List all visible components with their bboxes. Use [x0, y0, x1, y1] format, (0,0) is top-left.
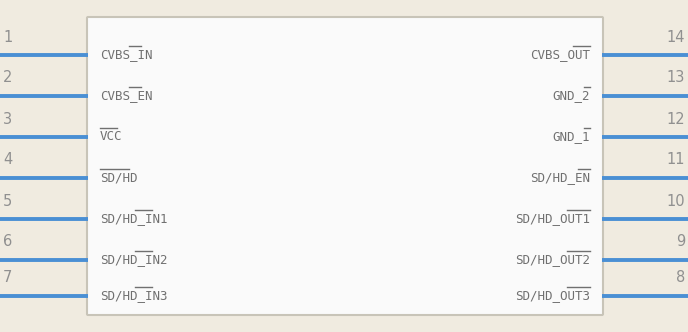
FancyBboxPatch shape — [87, 17, 603, 315]
Text: 13: 13 — [667, 70, 685, 86]
Text: 3: 3 — [3, 112, 12, 126]
Text: CVBS_OUT: CVBS_OUT — [530, 48, 590, 61]
Text: SD/HD_OUT2: SD/HD_OUT2 — [515, 254, 590, 267]
Text: 6: 6 — [3, 234, 12, 250]
Text: SD/HD_OUT1: SD/HD_OUT1 — [515, 212, 590, 225]
Text: SD/HD_IN2: SD/HD_IN2 — [100, 254, 167, 267]
Text: CVBS_EN: CVBS_EN — [100, 90, 153, 103]
Text: GND_1: GND_1 — [552, 130, 590, 143]
Text: 14: 14 — [667, 30, 685, 44]
Text: SD/HD_EN: SD/HD_EN — [530, 172, 590, 185]
Text: 8: 8 — [676, 271, 685, 286]
Text: GND_2: GND_2 — [552, 90, 590, 103]
Text: CVBS_IN: CVBS_IN — [100, 48, 153, 61]
Text: 7: 7 — [3, 271, 12, 286]
Text: 11: 11 — [667, 152, 685, 168]
Text: 2: 2 — [3, 70, 12, 86]
Text: SD/HD_IN1: SD/HD_IN1 — [100, 212, 167, 225]
Text: 12: 12 — [667, 112, 685, 126]
Text: 10: 10 — [667, 194, 685, 208]
Text: SD/HD_IN3: SD/HD_IN3 — [100, 290, 167, 302]
Text: SD/HD_OUT3: SD/HD_OUT3 — [515, 290, 590, 302]
Text: SD/HD: SD/HD — [100, 172, 138, 185]
Text: 9: 9 — [676, 234, 685, 250]
Text: 4: 4 — [3, 152, 12, 168]
Text: VCC: VCC — [100, 130, 122, 143]
Text: 5: 5 — [3, 194, 12, 208]
Text: 1: 1 — [3, 30, 12, 44]
